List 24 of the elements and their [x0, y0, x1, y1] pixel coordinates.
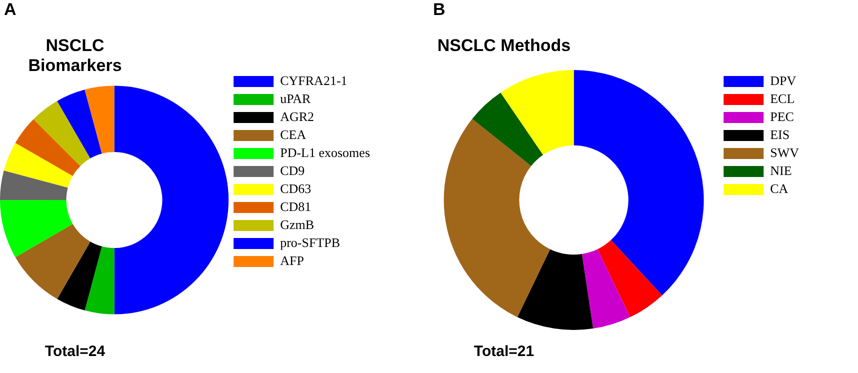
legend-label: ECL	[770, 90, 795, 106]
text: Total=24	[44, 343, 106, 360]
legend-label: GzmB	[280, 216, 314, 232]
legend-label: PEC	[770, 108, 794, 124]
legend-label: DPV	[770, 72, 797, 88]
legend-label: AGR2	[280, 108, 314, 124]
legend-label: PD-L1 exosomes	[280, 144, 370, 160]
legend-label: NIE	[770, 162, 792, 178]
legend-label: AFP	[280, 252, 304, 268]
chart-title: NSCLC Methods	[436, 36, 572, 56]
legend-label: CEA	[280, 126, 307, 142]
legend-label: EIS	[770, 126, 790, 142]
text: B	[433, 0, 446, 20]
legend-label: uPAR	[280, 90, 312, 106]
legend-label: CYFRA21-1	[280, 72, 348, 88]
text: A	[4, 0, 16, 20]
legend-label: CA	[770, 180, 789, 196]
legend-label: CD63	[280, 180, 312, 196]
chart-title: NSCLC Biomarkers	[27, 36, 123, 76]
text: Total=21	[472, 343, 536, 360]
legend-label: SWV	[770, 144, 800, 160]
legend-label: CD81	[280, 198, 312, 214]
legend-label: pro-SFTPB	[280, 234, 340, 250]
legend-label: CD9	[280, 162, 305, 178]
